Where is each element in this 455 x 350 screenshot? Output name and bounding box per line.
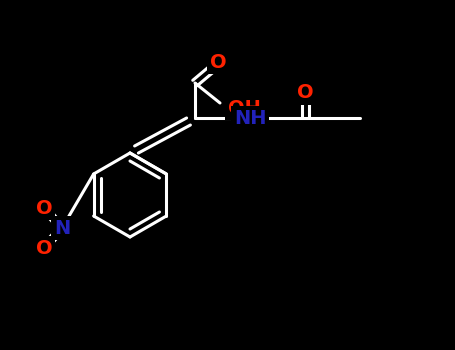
Text: O: O (35, 198, 52, 217)
Text: NH: NH (234, 108, 266, 127)
Text: N: N (54, 218, 70, 238)
Text: O: O (297, 84, 313, 103)
Text: OH: OH (228, 98, 260, 118)
Text: O: O (210, 52, 226, 71)
Text: O: O (35, 238, 52, 258)
